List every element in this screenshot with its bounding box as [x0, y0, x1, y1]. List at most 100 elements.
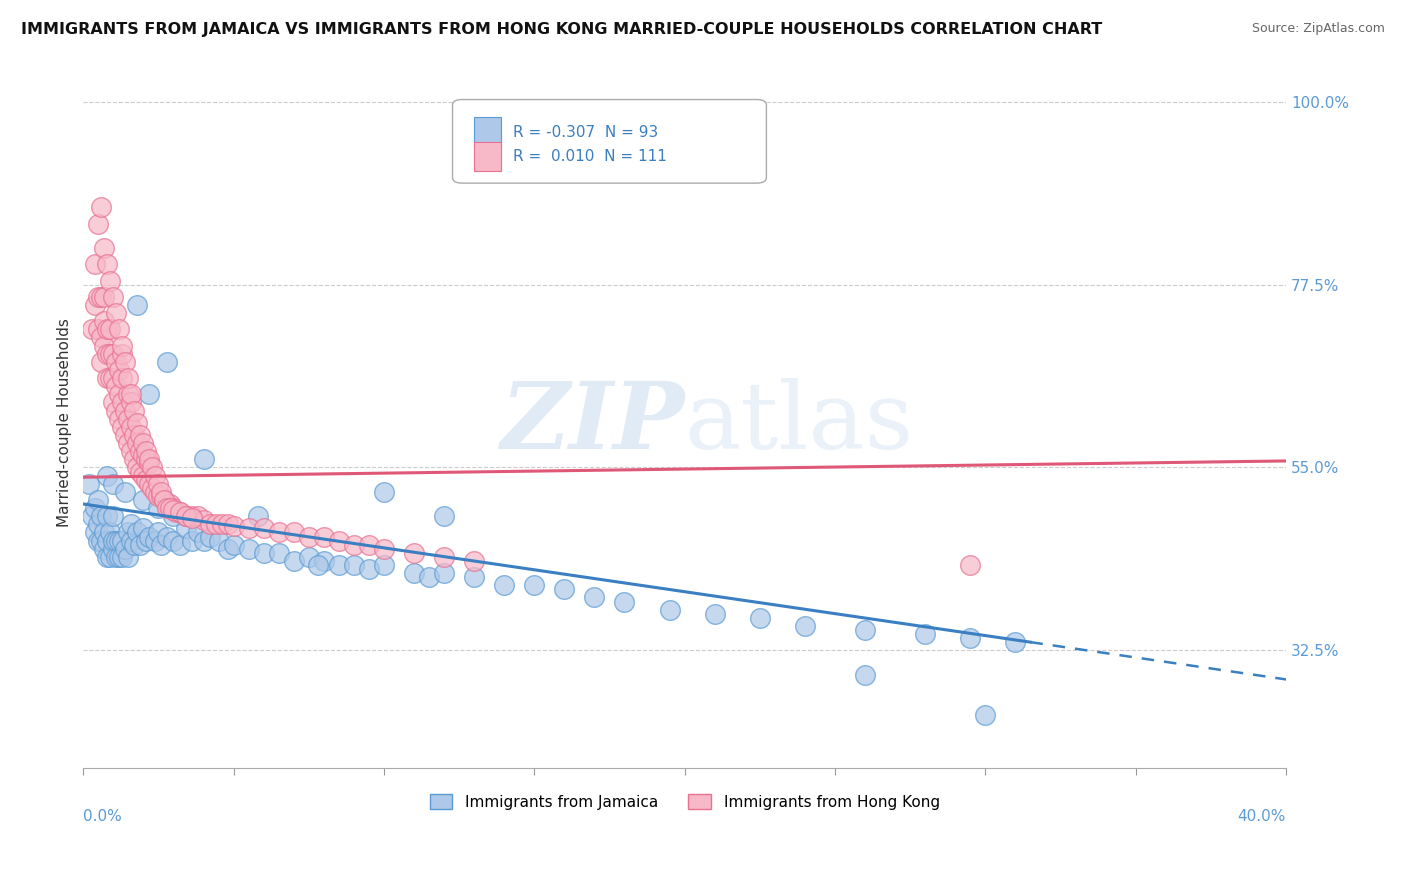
Point [207, 533, 229, 548]
Point [373, 541, 395, 556]
Point [246, 509, 269, 524]
Point [129, 428, 152, 442]
Point [138, 529, 160, 543]
Point [117, 387, 139, 401]
Point [135, 444, 157, 458]
Point [120, 444, 142, 458]
Point [138, 387, 160, 401]
Point [84, 257, 107, 271]
Point [127, 436, 149, 450]
Point [583, 591, 606, 605]
Point [138, 476, 160, 491]
Point [1004, 635, 1026, 649]
Point [135, 533, 157, 548]
Point [111, 419, 134, 434]
Point [914, 627, 936, 641]
Point [198, 529, 221, 543]
Point [312, 554, 335, 568]
Point [433, 549, 456, 564]
Point [93, 314, 115, 328]
Point [193, 533, 215, 548]
Point [174, 521, 197, 535]
Point [96, 322, 118, 336]
Point [222, 519, 245, 533]
Point [298, 529, 321, 543]
Point [156, 529, 179, 543]
Point [132, 492, 155, 507]
Point [703, 607, 725, 621]
Point [217, 517, 239, 532]
Point [343, 538, 366, 552]
Point [127, 460, 149, 475]
Point [156, 355, 179, 369]
Point [180, 509, 202, 524]
Point [153, 492, 176, 507]
Point [169, 538, 191, 552]
Point [328, 533, 350, 548]
Text: IMMIGRANTS FROM JAMAICA VS IMMIGRANTS FROM HONG KONG MARRIED-COUPLE HOUSEHOLDS C: IMMIGRANTS FROM JAMAICA VS IMMIGRANTS FR… [21, 22, 1102, 37]
Point [132, 436, 155, 450]
Point [174, 509, 197, 524]
Point [96, 509, 118, 524]
Point [114, 484, 136, 499]
Point [98, 322, 121, 336]
Point [105, 306, 128, 320]
Point [96, 468, 118, 483]
Point [494, 578, 516, 592]
Point [87, 290, 110, 304]
Point [108, 387, 131, 401]
FancyBboxPatch shape [474, 118, 501, 146]
Point [103, 395, 125, 409]
Point [148, 525, 170, 540]
Point [96, 257, 118, 271]
Point [120, 533, 142, 548]
Point [98, 549, 121, 564]
Point [463, 554, 485, 568]
Point [103, 476, 125, 491]
Text: 40.0%: 40.0% [1237, 809, 1286, 823]
Point [145, 468, 167, 483]
Point [853, 623, 876, 637]
Point [90, 355, 112, 369]
Point [433, 509, 456, 524]
Point [120, 517, 142, 532]
Text: R =  0.010  N = 111: R = 0.010 N = 111 [513, 149, 666, 163]
Point [129, 465, 152, 479]
Point [357, 562, 380, 576]
Point [150, 538, 173, 552]
Point [145, 484, 167, 499]
Point [357, 538, 380, 552]
Point [87, 533, 110, 548]
Point [120, 387, 142, 401]
Point [156, 497, 179, 511]
Point [222, 538, 245, 552]
Point [267, 525, 290, 540]
Point [124, 538, 146, 552]
Point [90, 201, 112, 215]
Point [283, 525, 305, 540]
Point [328, 558, 350, 572]
Text: R = -0.307  N = 93: R = -0.307 N = 93 [513, 125, 658, 139]
Point [153, 492, 176, 507]
Point [162, 501, 184, 516]
FancyBboxPatch shape [453, 100, 766, 183]
Point [129, 444, 152, 458]
Point [84, 525, 107, 540]
Point [114, 541, 136, 556]
Point [90, 533, 112, 548]
Point [96, 533, 118, 548]
Point [959, 558, 981, 572]
Point [148, 501, 170, 516]
Point [166, 505, 188, 519]
Point [343, 558, 366, 572]
Point [148, 489, 170, 503]
Point [180, 533, 202, 548]
Point [523, 578, 546, 592]
Point [159, 497, 181, 511]
Point [79, 476, 101, 491]
Point [169, 505, 191, 519]
Point [418, 570, 440, 584]
Point [103, 533, 125, 548]
Point [853, 667, 876, 681]
Point [120, 395, 142, 409]
